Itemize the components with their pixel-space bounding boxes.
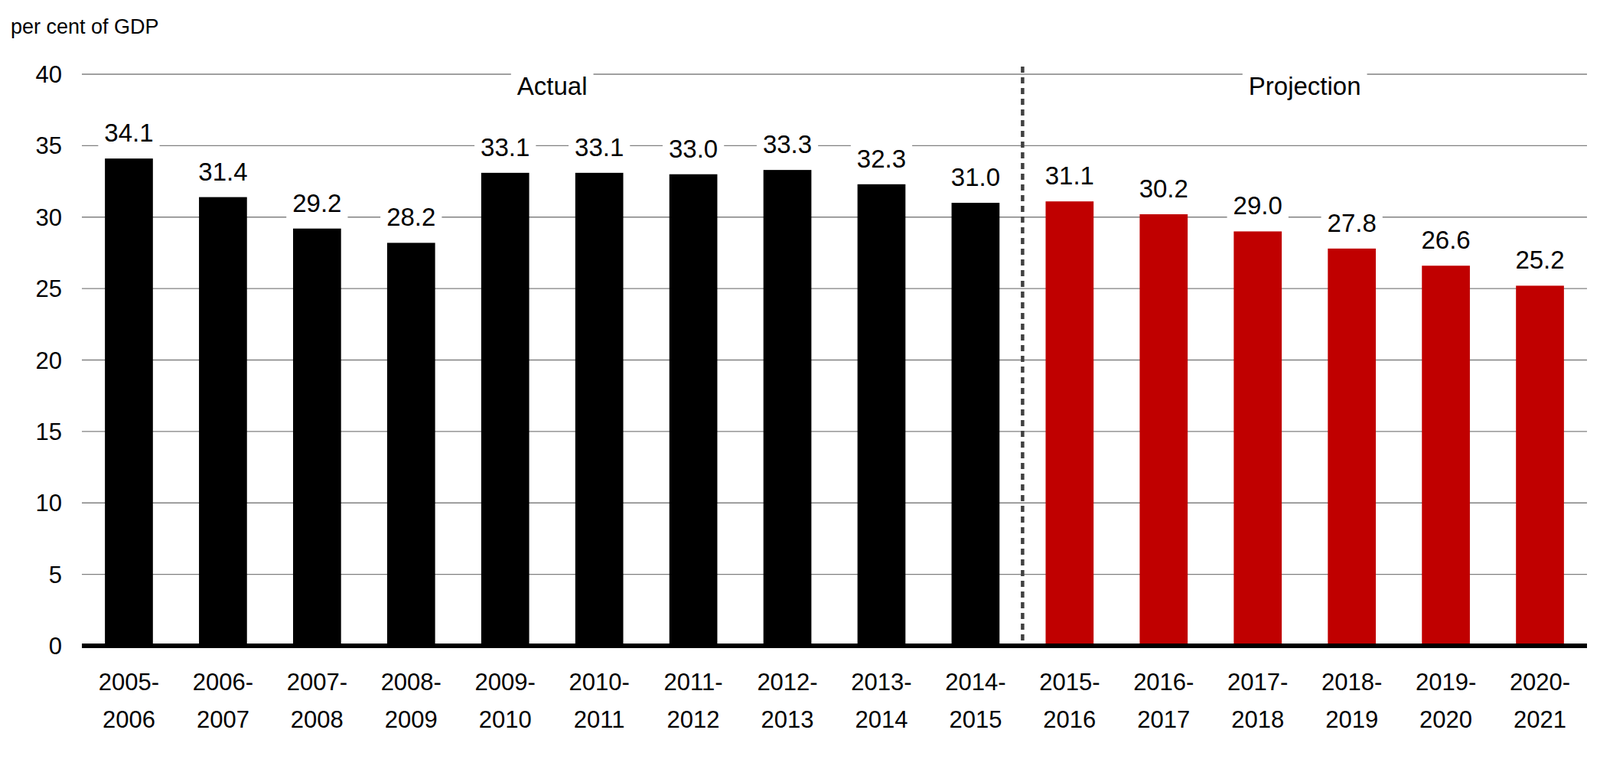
x-tick-label: 2020-2021 <box>1509 668 1571 734</box>
data-label: 29.2 <box>292 189 342 218</box>
label-background <box>568 131 630 163</box>
y-tick-label: 25 <box>35 275 62 303</box>
label-background <box>756 128 818 160</box>
label-background <box>1508 244 1571 276</box>
x-tick-label: 2006-2007 <box>192 668 254 734</box>
x-tick-label: 2012-2013 <box>756 668 818 734</box>
data-label: 31.1 <box>1045 161 1095 190</box>
bar <box>1515 285 1565 646</box>
x-tick-label: 2007-2008 <box>286 668 348 734</box>
label-background <box>662 133 724 165</box>
data-label: 31.4 <box>198 157 248 186</box>
data-label: 30.2 <box>1139 174 1189 203</box>
chart: 0 5 10 15 20 25 30 35 40 per cent of GDP Actual Pro… <box>0 0 1600 769</box>
grid-line <box>81 145 1587 147</box>
label-background <box>1133 172 1195 205</box>
y-tick-label: 40 <box>35 61 62 88</box>
bar <box>198 197 248 646</box>
x-tick-label: 2005-2006 <box>98 668 160 734</box>
data-label: 32.3 <box>857 144 906 173</box>
x-tick-label: 2019-2020 <box>1415 668 1477 734</box>
bar <box>104 158 154 646</box>
bar <box>1045 201 1094 646</box>
label-background <box>192 156 254 188</box>
data-label: 33.3 <box>762 130 812 159</box>
bar <box>1421 265 1470 646</box>
x-tick-label: 2013-2014 <box>850 668 912 734</box>
label-background <box>474 131 536 163</box>
bar <box>575 172 624 646</box>
bar <box>763 169 812 646</box>
label-background <box>1039 159 1101 192</box>
bar <box>951 202 1001 646</box>
label-background <box>511 70 594 102</box>
label-background <box>945 161 1007 193</box>
data-label: 33.0 <box>668 134 718 163</box>
y-tick-label: 0 <box>48 632 62 660</box>
x-tick-label: 2015-2016 <box>1039 668 1100 734</box>
label-background <box>1227 189 1289 222</box>
y-tick-label: 15 <box>35 418 62 446</box>
label-background <box>380 201 442 233</box>
label-background <box>1242 70 1368 102</box>
x-tick-label: 2009-2010 <box>475 668 536 734</box>
y-tick-label: 10 <box>35 489 62 517</box>
label-background <box>1414 224 1477 256</box>
data-label: 28.2 <box>386 202 436 232</box>
data-label: 29.0 <box>1233 191 1283 220</box>
x-axis <box>81 643 1587 649</box>
data-label: 26.6 <box>1420 225 1470 255</box>
y-tick-label: 30 <box>35 204 62 232</box>
x-tick-label: 2017-2018 <box>1227 668 1288 734</box>
x-tick-label: 2011-2012 <box>664 668 724 734</box>
label-background <box>97 117 160 149</box>
bars <box>104 158 1565 646</box>
divider <box>1020 66 1025 646</box>
bar <box>857 184 906 646</box>
bar <box>1327 248 1376 646</box>
bar <box>1139 214 1188 646</box>
bar <box>293 228 342 646</box>
y-tick-label: 20 <box>35 347 62 375</box>
data-label: 25.2 <box>1515 245 1565 274</box>
data-label: 27.8 <box>1327 208 1377 238</box>
annotation: Projection <box>1248 71 1362 101</box>
x-tick-label: 2008-2009 <box>381 668 442 734</box>
x-tick-label: 2016-2017 <box>1133 668 1194 734</box>
bar <box>1233 231 1282 646</box>
bar <box>669 174 718 646</box>
label-background <box>1321 207 1383 239</box>
y-tick-label: 35 <box>35 132 62 160</box>
data-label: 33.1 <box>480 133 530 162</box>
bar <box>481 172 530 646</box>
y-axis-label: per cent of GDP <box>10 15 160 39</box>
y-tick-label: 5 <box>48 561 62 589</box>
x-tick-label: 2010-2011 <box>569 668 630 734</box>
data-label: 33.1 <box>574 133 624 162</box>
data-label: 34.1 <box>104 118 154 147</box>
label-background <box>286 187 348 219</box>
x-tick-label: 2014-2015 <box>945 668 1006 734</box>
annotation: Actual <box>517 71 588 101</box>
bar <box>387 242 436 646</box>
x-tick-label: 2018-2019 <box>1321 668 1382 734</box>
label-background <box>850 143 913 175</box>
data-label: 31.0 <box>951 162 1001 192</box>
